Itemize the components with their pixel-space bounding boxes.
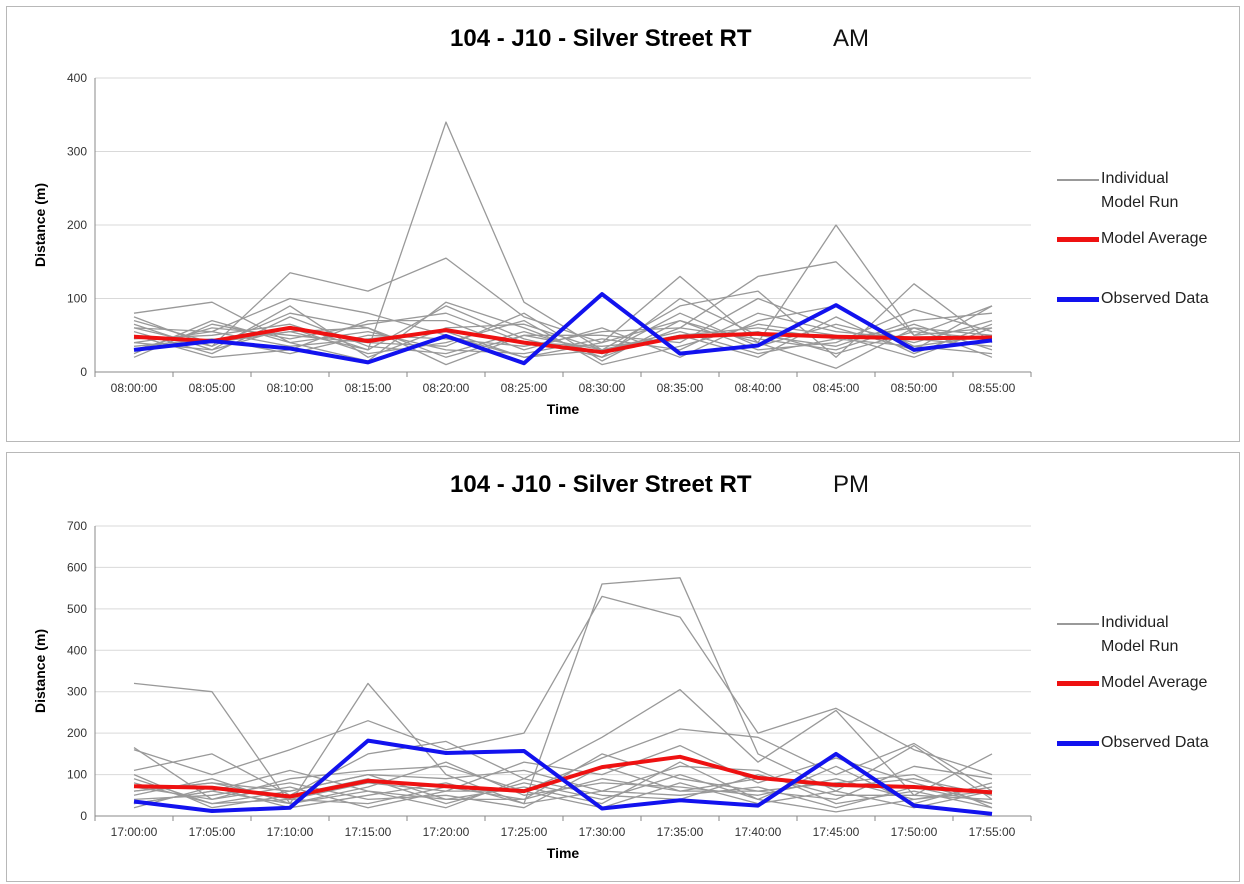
period-label-pm: PM xyxy=(833,471,869,498)
x-tick-label: 17:45:00 xyxy=(813,825,860,839)
legend-swatch-model-average xyxy=(1057,681,1099,686)
chart-panel-pm: 0 100 200 300 400 500 600 700 17:00:00 17:05:00 17… xyxy=(6,452,1240,882)
series-line-individual-run xyxy=(133,782,993,809)
chart-title-am: 104 - J10 - Silver Street RT xyxy=(450,25,752,52)
series-line-individual-run xyxy=(133,323,993,355)
period-label-am: AM xyxy=(833,25,869,52)
y-tick-label: 400 xyxy=(67,71,87,85)
x-tick-label: 08:25:00 xyxy=(501,381,548,395)
y-tick-label: 400 xyxy=(67,643,87,657)
series-line-individual-run xyxy=(133,688,993,796)
x-tick-label: 17:50:00 xyxy=(891,825,938,839)
x-tick-label: 08:30:00 xyxy=(579,381,626,395)
y-tick-label: 200 xyxy=(67,218,87,232)
series-line-model-average xyxy=(133,325,993,355)
series-line-individual-run xyxy=(133,782,993,809)
x-tick-label: 08:20:00 xyxy=(423,381,470,395)
x-tick-label: 17:55:00 xyxy=(969,825,1016,839)
x-tick-label: 08:15:00 xyxy=(345,381,392,395)
series-line-individual-run xyxy=(133,761,993,813)
x-tick-label: 17:25:00 xyxy=(501,825,548,839)
y-tick-label: 700 xyxy=(67,519,87,533)
chart-panel-am: 0 100 200 300 400 08:00:00 08:05:00 08:10:00 08:… xyxy=(6,6,1240,442)
series-line-observed-data xyxy=(133,738,993,816)
y-tick-label: 0 xyxy=(80,365,87,379)
x-tick-label: 08:05:00 xyxy=(189,381,236,395)
legend-swatch-observed-data xyxy=(1057,297,1099,302)
x-tick-label: 08:50:00 xyxy=(891,381,938,395)
series-line-individual-run xyxy=(133,305,993,358)
y-axis-title: Distance (m) xyxy=(32,183,48,267)
y-tick-label: 600 xyxy=(67,560,87,574)
series-line-individual-run xyxy=(133,297,993,358)
y-tick-label: 300 xyxy=(67,145,87,159)
x-tick-label: 08:55:00 xyxy=(969,381,1016,395)
y-tick-label: 100 xyxy=(67,292,87,306)
plot-am: 0 100 200 300 400 08:00:00 08:05:00 08:10:00 08:… xyxy=(32,71,1032,417)
x-tick-label: 17:30:00 xyxy=(579,825,626,839)
series-line-individual-run xyxy=(133,121,993,351)
x-tick-label: 08:45:00 xyxy=(813,381,860,395)
legend-label-model-average: Model Average xyxy=(1101,230,1208,247)
legend-swatch-individual-run xyxy=(1057,623,1099,625)
legend-label-individual-line2: Model Run xyxy=(1101,194,1179,211)
legend-label-observed-data: Observed Data xyxy=(1101,290,1209,307)
legend-swatch-individual-run xyxy=(1057,179,1099,181)
y-tick-label: 500 xyxy=(67,602,87,616)
x-tick-label: 17:40:00 xyxy=(735,825,782,839)
x-tick-label: 17:35:00 xyxy=(657,825,704,839)
x-tick-label: 17:20:00 xyxy=(423,825,470,839)
legend-label-individual-line1: Individual xyxy=(1101,170,1169,187)
series-line-individual-run xyxy=(133,773,993,809)
x-tick-label: 17:15:00 xyxy=(345,825,392,839)
legend-label-model-average: Model Average xyxy=(1101,674,1208,691)
y-tick-label: 100 xyxy=(67,768,87,782)
x-axis-title: Time xyxy=(547,401,580,417)
series-line-individual-run xyxy=(133,773,993,809)
y-axis-title: Distance (m) xyxy=(32,629,48,713)
x-tick-label: 17:10:00 xyxy=(267,825,314,839)
legend-swatch-observed-data xyxy=(1057,741,1099,746)
series-line-individual-run xyxy=(133,319,993,369)
x-axis-title: Time xyxy=(547,845,580,861)
legend-swatch-model-average xyxy=(1057,237,1099,242)
y-tick-label: 300 xyxy=(67,685,87,699)
series-line-observed-data xyxy=(133,292,993,366)
x-tick-label: 17:00:00 xyxy=(111,825,158,839)
legend-label-individual-line2: Model Run xyxy=(1101,638,1179,655)
series-line-individual-run xyxy=(133,327,993,366)
series-line-individual-run xyxy=(133,312,993,358)
x-tick-label: 08:00:00 xyxy=(111,381,158,395)
x-tick-label: 08:35:00 xyxy=(657,381,704,395)
y-tick-label: 0 xyxy=(80,809,87,823)
legend-label-individual-line1: Individual xyxy=(1101,614,1169,631)
series-line-individual-run xyxy=(133,728,993,801)
chart-title-pm: 104 - J10 - Silver Street RT xyxy=(450,471,752,498)
y-tick-label: 200 xyxy=(67,726,87,740)
plot-pm: 0 100 200 300 400 500 600 700 17:00:00 17:05:00 17… xyxy=(32,519,1032,861)
legend-label-observed-data: Observed Data xyxy=(1101,734,1209,751)
series-line-individual-run xyxy=(133,595,993,776)
series-line-individual-run xyxy=(133,765,993,809)
x-tick-label: 17:05:00 xyxy=(189,825,236,839)
x-tick-label: 08:10:00 xyxy=(267,381,314,395)
x-tick-label: 08:40:00 xyxy=(735,381,782,395)
